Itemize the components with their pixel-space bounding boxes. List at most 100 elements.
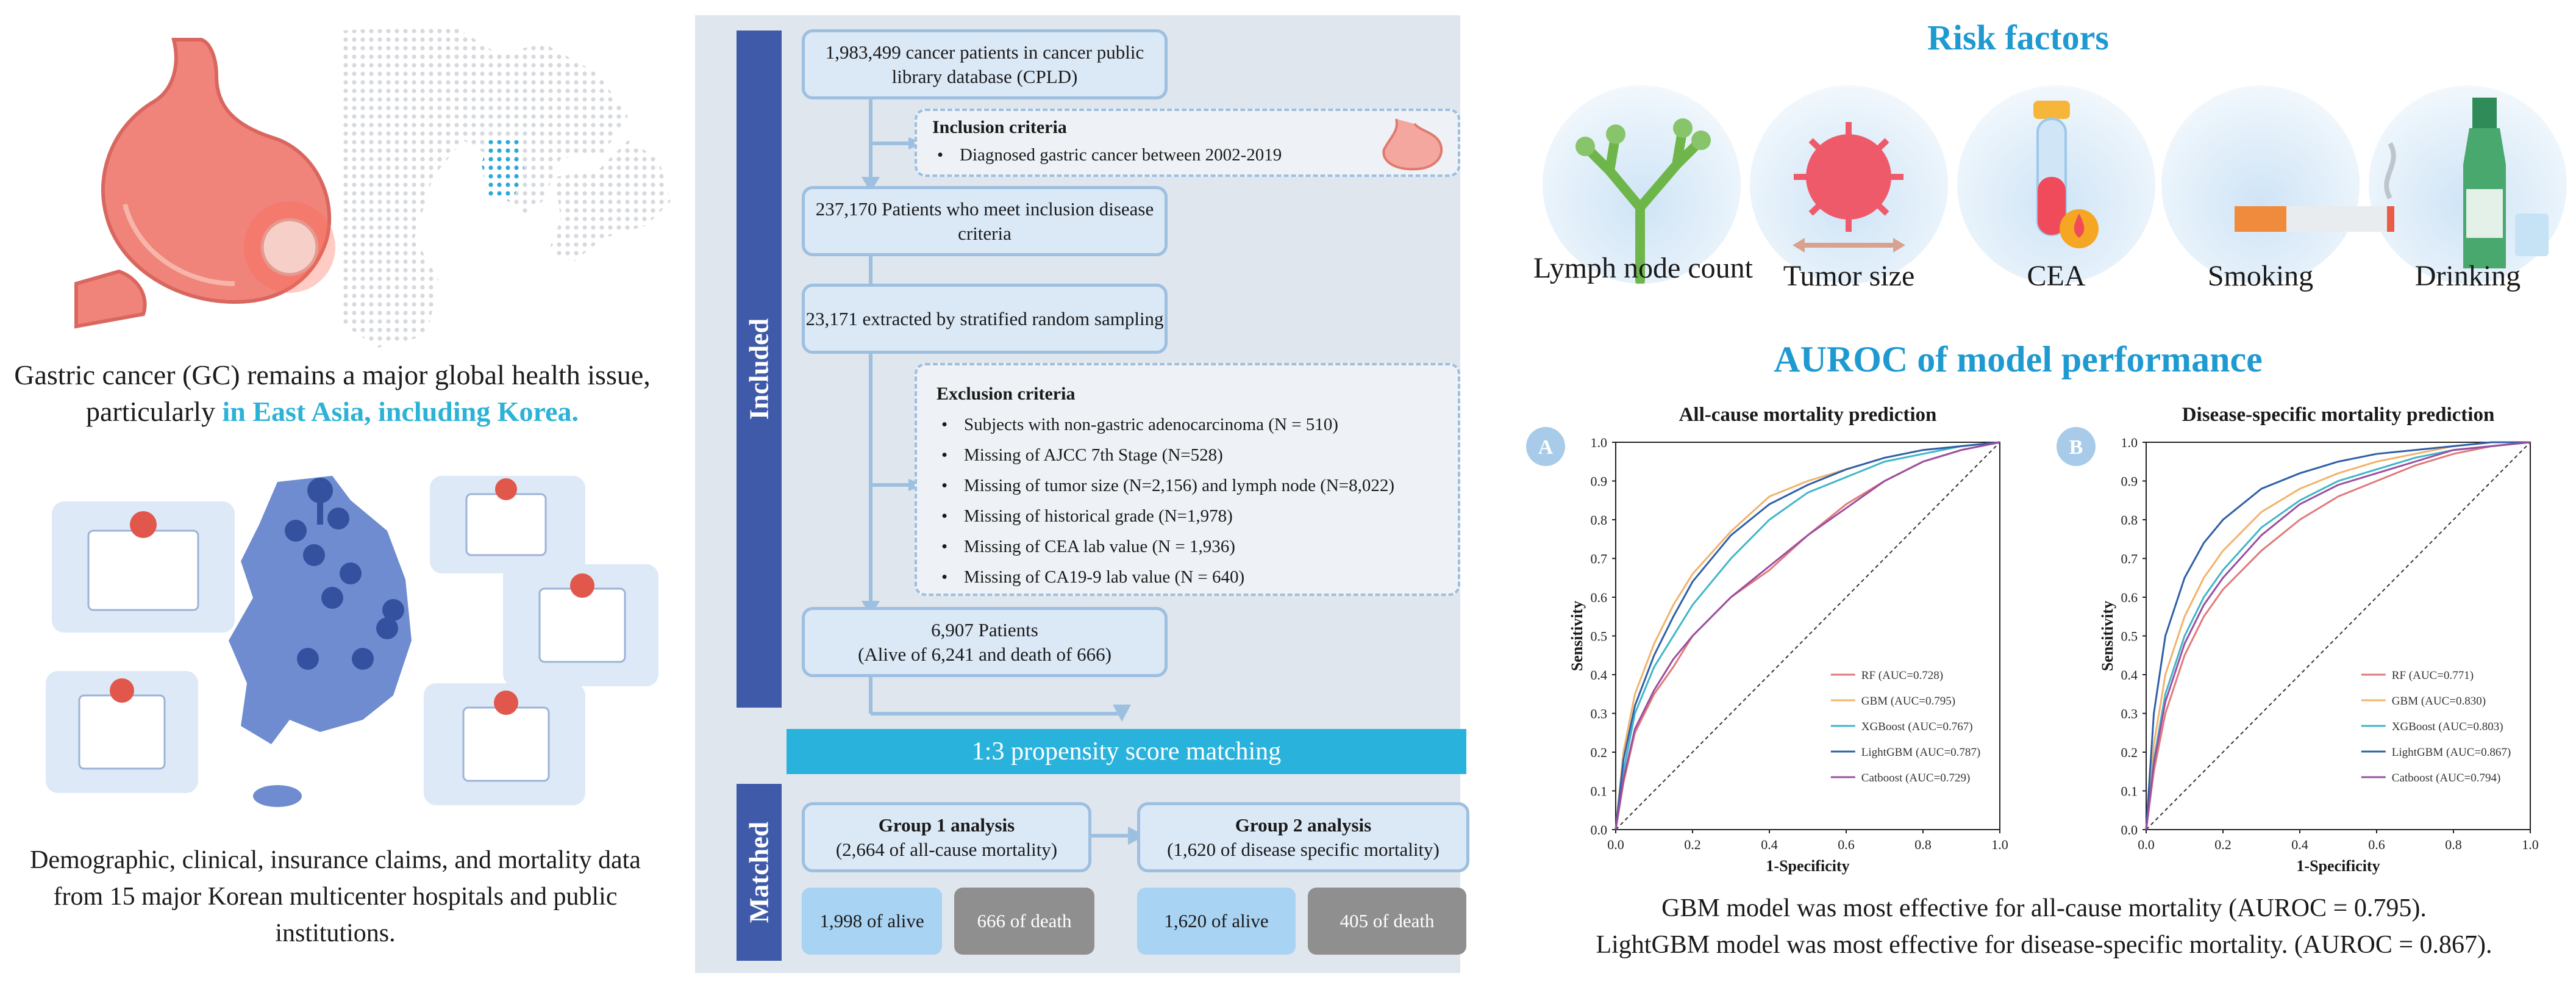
x-tick-label: 0.8 [1914,837,1932,852]
tumor-icon [1793,122,1905,253]
risk-label-lymph: Lymph node count [1533,252,1753,284]
included-label-bar: Included [737,31,782,708]
y-tick-label: 0.4 [2121,667,2138,683]
cigarette-icon [2235,142,2396,232]
legend-label: LightGBM (AUC=0.787) [1861,746,1980,759]
x-tick-label: 0.6 [1838,837,1855,852]
x-tick-label: 0.4 [1761,837,1778,852]
y-tick-label: 1.0 [1591,435,1608,450]
y-tick-label: 0.9 [2121,474,2138,489]
inclusion-item: Diagnosed gastric cancer between 2002-20… [932,145,1443,165]
inclusion-criteria-title: Inclusion criteria [932,117,1067,137]
legend-label: Catboost (AUC=0.729) [1861,772,1971,784]
x-tick-label: 0.0 [1607,837,1624,852]
gc-caption-line2: particularly in East Asia, including Kor… [0,393,665,430]
roc-curve [1614,441,2000,830]
box-cpld: 1,983,499 cancer patients in cancer publ… [802,29,1168,99]
y-tick-label: 0.0 [2121,822,2138,838]
y-tick-label: 0.6 [1591,590,1608,605]
data-source-caption: Demographic, clinical, insurance claims,… [30,846,641,947]
risk-circle-smoking [2161,85,2360,284]
risk-factors-title: Risk factors [1927,18,2109,57]
x-tick-label: 0.8 [2445,837,2462,852]
inclusion-criteria-box: Inclusion criteria Diagnosed gastric can… [915,109,1460,177]
legend-label: RF (AUC=0.771) [2392,669,2474,682]
roc-curve [1614,441,2000,830]
y-tick-label: 0.6 [2121,590,2138,605]
x-axis-label: 1-Specificity [1766,857,1849,875]
y-tick-label: 0.2 [2121,745,2138,760]
g1-alive-text: 1,998 of alive [819,910,924,931]
legend-label: LightGBM (AUC=0.867) [2392,746,2511,759]
g1-alive-pill: 1,998 of alive [802,888,942,955]
group1-title: Group 1 analysis [878,814,1015,836]
exclusion-item: Missing of CEA lab value (N = 1,936) [937,531,1438,562]
auroc-title: AUROC of model performance [1774,339,2263,379]
x-tick-label: 1.0 [1991,837,2008,852]
x-tick-label: 0.0 [2138,837,2155,852]
chart-title: All-cause mortality prediction [1679,404,1937,426]
legend-label: GBM (AUC=0.830) [2392,695,2486,708]
lymph-node-icon [1580,123,1706,284]
roc-curve [2145,441,2531,830]
y-tick-label: 0.0 [1591,822,1608,838]
y-axis-label: Sensitivity [2099,601,2116,672]
chart-title: Disease-specific mortality prediction [2182,404,2495,426]
y-tick-label: 0.5 [2121,629,2138,644]
legend-label: RF (AUC=0.728) [1861,669,1943,682]
g2-death-pill: 405 of death [1308,888,1466,955]
risk-label-cea: CEA [2027,260,2086,292]
gc-caption-highlight: in East Asia, including Korea. [222,396,579,427]
exclusion-item: Missing of tumor size (N=2,156) and lymp… [937,470,1438,501]
g2-alive-pill: 1,620 of alive [1137,888,1296,955]
group1-box: Group 1 analysis (2,664 of all-cause mor… [802,802,1091,872]
roc-chart-disease-specific: B Disease-specific mortality prediction 0… [2057,404,2539,875]
group1-sub: (2,664 of all-cause mortality) [835,838,1058,860]
risk-label-smoking: Smoking [2207,260,2314,292]
east-asia-map [341,24,671,348]
roc-chart-all-cause: A All-cause mortality prediction 0.0 0.1 0.… [1526,404,2008,875]
y-tick-label: 0.9 [1591,474,1608,489]
box-cpld-text: 1,983,499 cancer patients in cancer publ… [825,41,1144,87]
g1-death-text: 666 of death [977,910,1072,931]
legend-label: Catboost (AUC=0.794) [2392,772,2501,784]
y-tick-label: 1.0 [2121,435,2138,450]
box-final-line1: 6,907 Patients [931,619,1038,641]
gc-caption-line2-text: particularly [85,396,223,427]
y-tick-label: 0.5 [1591,629,1608,644]
risk-label-drinking: Drinking [2414,260,2521,292]
propensity-score-bar: 1:3 propensity score matching [787,729,1466,774]
group2-box: Group 2 analysis (1,620 of disease speci… [1137,802,1469,872]
box-eligible: 237,170 Patients who meet inclusion dise… [802,186,1168,256]
group2-sub: (1,620 of disease specific mortality) [1167,838,1440,860]
box-final-cohort: 6,907 Patients (Alive of 6,241 and death… [802,607,1168,677]
exclusion-item: Missing of historical grade (N=1,978) [937,501,1438,531]
risk-label-tumor: Tumor size [1783,260,1915,292]
x-tick-label: 0.2 [2214,837,2232,852]
bottle-icon [2463,98,2549,268]
y-tick-label: 0.8 [2121,512,2138,528]
y-tick-label: 0.7 [1591,551,1608,567]
exclusion-item: Missing of AJCC 7th Stage (N=528) [937,440,1438,470]
test-tube-icon [2033,101,2099,248]
stomach-mini-icon [1382,118,1443,171]
box-eligible-text: 237,170 Patients who meet inclusion dise… [815,198,1154,244]
legend-label: XGBoost (AUC=0.803) [2392,720,2503,733]
exclusion-criteria-title: Exclusion criteria [937,384,1076,404]
y-tick-label: 0.7 [2121,551,2138,567]
y-tick-label: 0.2 [1591,745,1608,760]
panel-a-badge [1526,427,1565,466]
inclusion-criteria-list: Diagnosed gastric cancer between 2002-20… [932,145,1443,165]
panel-a-badge-letter: A [1538,436,1554,459]
conclusion-line2: LightGBM model was most effective for di… [1596,931,2492,959]
exclusion-criteria-list: Subjects with non-gastric adenocarcinoma… [937,409,1438,592]
conclusion-line1: GBM model was most effective for all-cau… [1661,894,2427,922]
legend-label: XGBoost (AUC=0.767) [1861,720,1973,733]
g2-death-text: 405 of death [1340,910,1435,931]
exclusion-item: Subjects with non-gastric adenocarcinoma… [937,409,1438,440]
roc-curve [1614,441,2000,830]
roc-curve [2145,441,2531,830]
y-axis-label: Sensitivity [1568,601,1586,672]
x-tick-label: 0.4 [2291,837,2308,852]
box-sampling: 23,171 extracted by stratified random sa… [802,284,1168,354]
